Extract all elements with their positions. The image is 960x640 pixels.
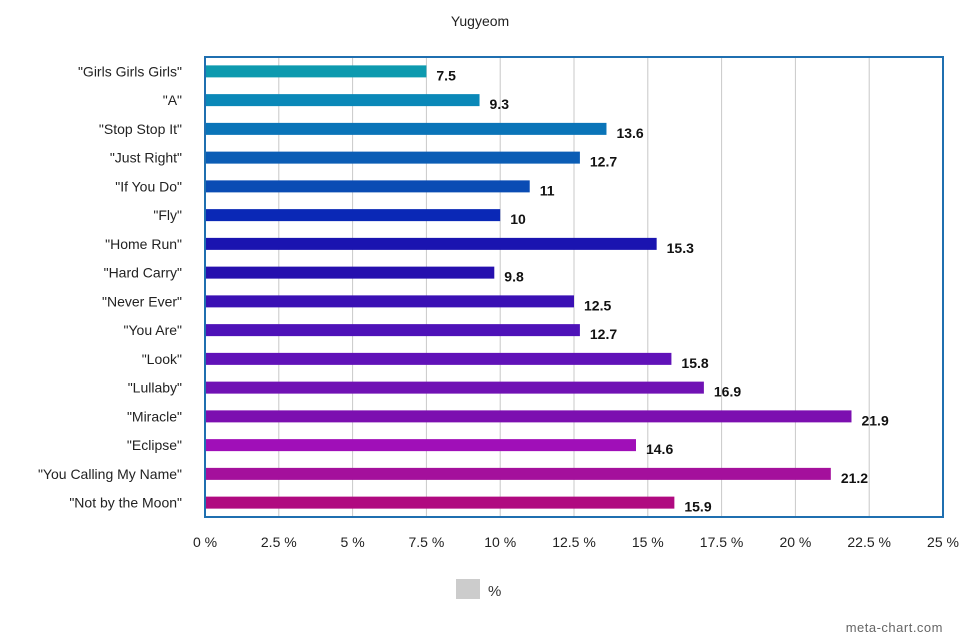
x-tick-label: 10 % — [484, 534, 516, 550]
bar[interactable] — [205, 410, 852, 423]
category-label: "Look" — [142, 351, 182, 367]
bar-value-label: 15.9 — [684, 499, 711, 515]
bar-value-label: 16.9 — [714, 384, 741, 400]
x-axis-tick-labels: 0 % 2.5 % 5 % 7.5 % 10 % 12.5 % 15 % 17.5 % 20 %… — [193, 534, 959, 550]
category-label: "You Are" — [124, 322, 182, 338]
bar[interactable] — [205, 324, 580, 337]
x-tick-label: 22.5 % — [847, 534, 891, 550]
bar-value-label: 11 — [540, 182, 555, 198]
bar[interactable] — [205, 94, 480, 107]
chart-title: Yugyeom — [451, 13, 509, 29]
bar-value-label: 13.6 — [616, 125, 643, 141]
category-labels: "Girls Girls Girls" "A" "Stop Stop It" "Jus… — [38, 63, 182, 510]
category-label: "Hard Carry" — [104, 265, 182, 281]
x-tick-label: 2.5 % — [261, 534, 297, 550]
x-tick-label: 17.5 % — [700, 534, 744, 550]
category-label: "Home Run" — [105, 236, 182, 252]
bar-value-label: 12.7 — [590, 154, 617, 170]
legend-label[interactable]: % — [488, 583, 501, 600]
bar[interactable] — [205, 180, 530, 193]
bar[interactable] — [205, 122, 607, 135]
bar[interactable] — [205, 352, 672, 365]
category-label: "Just Right" — [110, 150, 182, 166]
category-label: "If You Do" — [115, 178, 182, 194]
x-tick-label: 25 % — [927, 534, 959, 550]
x-tick-label: 7.5 % — [408, 534, 444, 550]
bar-value-label: 12.5 — [584, 297, 611, 313]
category-label: "Eclipse" — [127, 437, 182, 453]
category-label: "Lullaby" — [128, 380, 182, 396]
category-label: "Girls Girls Girls" — [78, 63, 182, 79]
bar[interactable] — [205, 209, 501, 222]
bar-value-label: 10 — [510, 211, 526, 227]
bar-value-label: 15.3 — [667, 240, 694, 256]
bar-value-label: 21.9 — [861, 412, 888, 428]
legend[interactable]: % — [456, 579, 501, 600]
bar[interactable] — [205, 496, 675, 509]
category-label: "A" — [163, 92, 182, 108]
bar[interactable] — [205, 65, 427, 78]
bar[interactable] — [205, 381, 704, 394]
credit-text: meta-chart.com — [846, 620, 943, 635]
bar[interactable] — [205, 467, 831, 480]
category-label: "Fly" — [153, 207, 182, 223]
x-tick-label: 0 % — [193, 534, 217, 550]
x-tick-label: 15 % — [632, 534, 664, 550]
bar-value-label: 14.6 — [646, 441, 673, 457]
category-label: "You Calling My Name" — [38, 466, 182, 482]
x-tick-label: 12.5 % — [552, 534, 596, 550]
x-tick-label: 5 % — [341, 534, 365, 550]
bar[interactable] — [205, 237, 657, 250]
bar-value-label: 9.3 — [490, 96, 510, 112]
bar-value-label: 7.5 — [436, 67, 456, 83]
bar-value-label: 15.8 — [681, 355, 708, 371]
plot-border — [204, 56, 944, 518]
category-label: "Never Ever" — [102, 293, 182, 309]
x-tick-label: 20 % — [779, 534, 811, 550]
category-label: "Miracle" — [127, 408, 182, 424]
legend-swatch[interactable] — [456, 579, 480, 599]
category-label: "Not by the Moon" — [69, 495, 182, 511]
bar[interactable] — [205, 439, 636, 452]
bar-value-label: 12.7 — [590, 326, 617, 342]
bar[interactable] — [205, 266, 495, 279]
category-label: "Stop Stop It" — [99, 121, 182, 137]
value-labels: 7.5 9.3 13.6 12.7 11 10 15.3 9.8 12.5 12.7 15.8 16.… — [436, 67, 889, 514]
bar-value-label: 21.2 — [841, 470, 868, 486]
bar[interactable] — [205, 295, 574, 308]
bar-value-label: 9.8 — [504, 269, 524, 285]
bar[interactable] — [205, 151, 580, 164]
bars — [205, 65, 852, 509]
